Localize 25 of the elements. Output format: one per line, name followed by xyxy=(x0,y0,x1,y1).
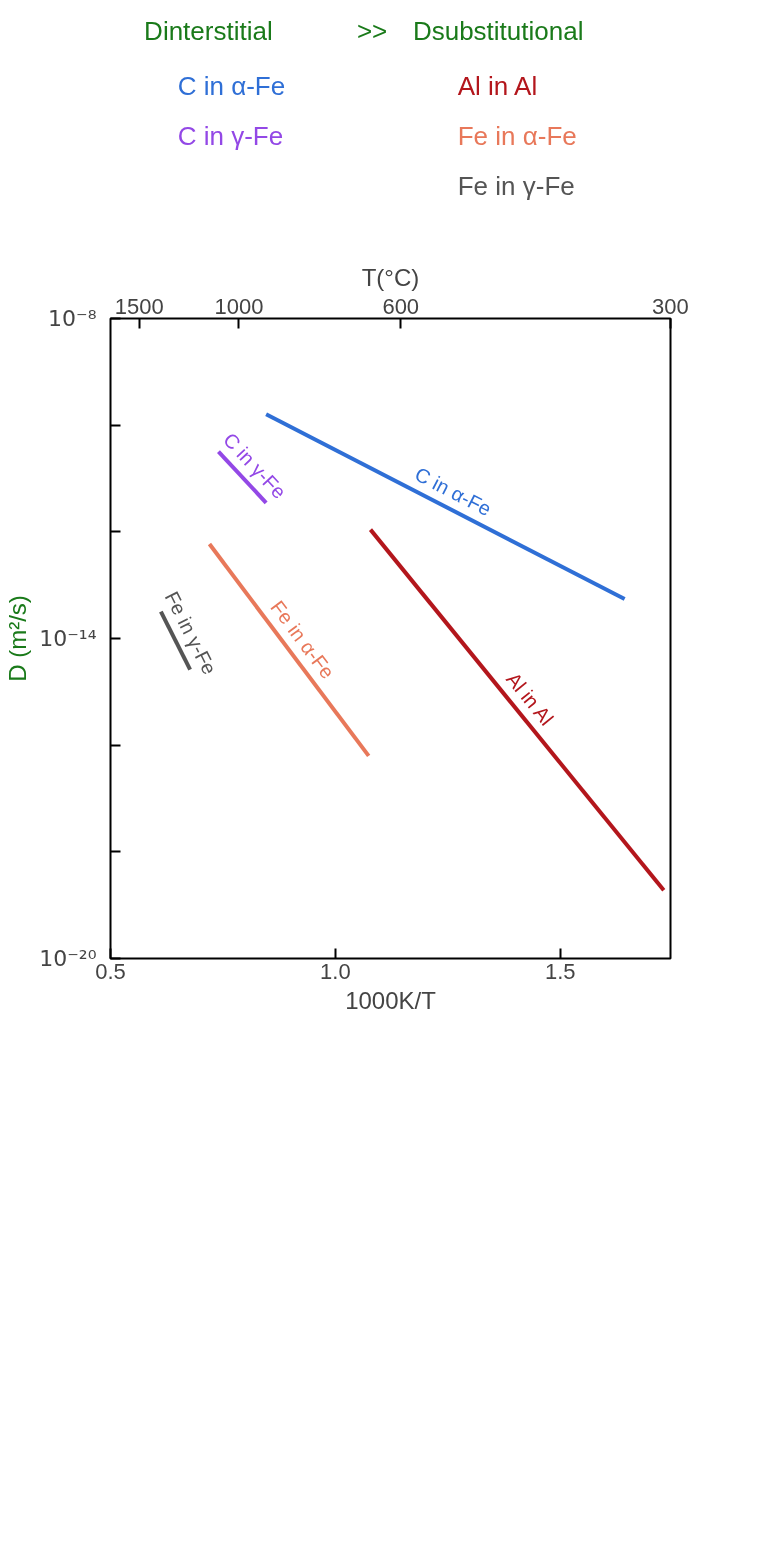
annotation: 1500 xyxy=(114,293,164,319)
annotation: 1000 xyxy=(214,293,264,319)
annotation: 600 xyxy=(382,293,420,319)
annotation: 300 xyxy=(652,293,689,319)
y-tick-label: 10⁻⁸ xyxy=(48,306,97,331)
text: Dsubstitutional xyxy=(412,15,584,46)
text: Fe in α-Fe xyxy=(457,120,577,151)
y-tick-label: 10⁻¹⁴ xyxy=(39,626,97,651)
text: C in γ-Fe xyxy=(219,428,291,503)
x-axis-title: 1000K/T xyxy=(345,986,437,1014)
x-tick-label: 1.5 xyxy=(545,958,576,984)
text: Fe in γ-Fe xyxy=(160,587,221,679)
text: Al in Al xyxy=(457,70,538,101)
text: C in γ-Fe xyxy=(177,120,284,151)
x-tick-label: 0.5 xyxy=(95,958,126,984)
x-tick-label: 1.0 xyxy=(320,958,351,984)
text: C in α-Fe xyxy=(177,70,286,101)
x2-axis-title: T(°C) xyxy=(361,263,420,291)
y-axis-title: D (m²/s) xyxy=(4,595,32,682)
text: C in α-Fe xyxy=(411,462,495,521)
y-tick-label: 10⁻²⁰ xyxy=(39,946,97,971)
text: Fe in γ-Fe xyxy=(457,170,575,201)
text: Al in Al xyxy=(502,668,558,730)
text: Dinterstitial xyxy=(144,15,273,46)
text: >> xyxy=(356,15,388,46)
